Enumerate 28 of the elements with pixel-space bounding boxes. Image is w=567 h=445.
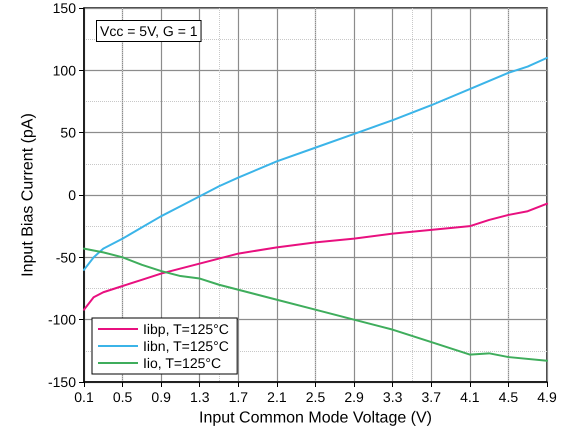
x-tick-label: 2.1 — [267, 389, 287, 405]
legend-label: Iibp, T=125°C — [143, 321, 229, 337]
y-axis-title: Input Bias Current (pA) — [20, 113, 36, 277]
x-tick-label: 4.5 — [498, 389, 518, 405]
legend-label: Iio, T=125°C — [143, 355, 222, 371]
x-tick-label: 3.7 — [422, 389, 442, 405]
x-tick-label: 1.7 — [228, 389, 248, 405]
x-tick-label: 0.5 — [112, 389, 133, 405]
y-tick-label: -100 — [48, 312, 76, 328]
x-tick-label: 4.9 — [537, 389, 557, 405]
annotation: Vcc = 5V, G = 1 — [100, 23, 198, 39]
x-tick-label: 2.9 — [344, 389, 364, 405]
x-axis-title: Input Common Mode Voltage (V) — [198, 410, 432, 426]
line-series — [83, 56, 548, 271]
y-tick-label: 0 — [68, 187, 76, 203]
y-tick-label: -50 — [56, 249, 76, 266]
x-tick-label: 4.1 — [460, 389, 480, 405]
legend-label: Iibn, T=125°C — [143, 338, 229, 354]
y-tick-label: 50 — [60, 124, 76, 141]
x-tick-label: 1.3 — [190, 389, 210, 405]
y-tick-label: -150 — [48, 374, 76, 390]
line-series — [83, 202, 548, 311]
x-tick-label: 2.5 — [306, 389, 326, 405]
y-tick-label: 150 — [52, 0, 76, 16]
x-tick-label: 0.9 — [151, 389, 172, 405]
y-tick-label: 100 — [52, 62, 76, 78]
x-tick-label: 0.1 — [74, 389, 94, 405]
x-tick-label: 3.3 — [382, 389, 403, 405]
